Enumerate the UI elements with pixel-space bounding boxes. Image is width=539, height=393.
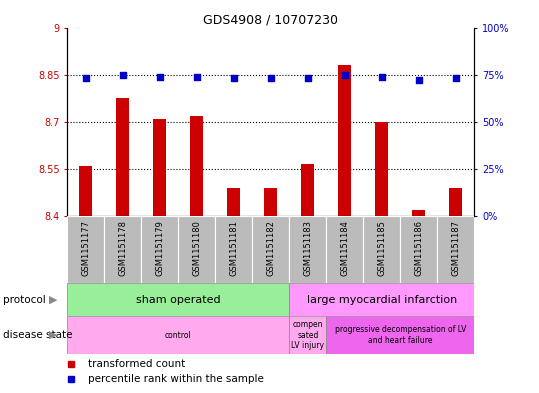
Bar: [67, 216, 105, 283]
Text: protocol: protocol: [3, 295, 45, 305]
Bar: [79, 166, 92, 216]
Bar: [301, 164, 314, 216]
Text: percentile rank within the sample: percentile rank within the sample: [88, 374, 264, 384]
Point: [452, 75, 460, 82]
Text: sham operated: sham operated: [136, 295, 220, 305]
Text: disease state: disease state: [3, 330, 72, 340]
Text: GSM1151177: GSM1151177: [81, 220, 91, 276]
Bar: [178, 216, 216, 283]
Title: GDS4908 / 10707230: GDS4908 / 10707230: [203, 13, 338, 26]
Text: GSM1151179: GSM1151179: [155, 220, 164, 276]
Text: GSM1151182: GSM1151182: [266, 220, 275, 276]
Point: [156, 73, 164, 80]
Bar: [326, 316, 474, 354]
Bar: [227, 188, 240, 216]
Bar: [289, 316, 326, 354]
Point: [377, 73, 386, 80]
Bar: [400, 216, 437, 283]
Text: GSM1151187: GSM1151187: [451, 220, 460, 276]
Bar: [289, 216, 326, 283]
Point: [303, 75, 312, 82]
Bar: [67, 316, 289, 354]
Point: [341, 72, 349, 78]
Text: GSM1151181: GSM1151181: [230, 220, 238, 276]
Bar: [190, 116, 203, 216]
Bar: [264, 188, 278, 216]
Point: [230, 75, 238, 82]
Bar: [412, 210, 425, 216]
Text: GSM1151185: GSM1151185: [377, 220, 386, 276]
Text: progressive decompensation of LV
and heart failure: progressive decompensation of LV and hea…: [335, 325, 466, 345]
Text: large myocardial infarction: large myocardial infarction: [307, 295, 457, 305]
Text: compen
sated
LV injury: compen sated LV injury: [292, 320, 324, 350]
Bar: [154, 119, 167, 216]
Bar: [252, 216, 289, 283]
Text: ▶: ▶: [49, 330, 57, 340]
Text: control: control: [165, 331, 192, 340]
Point: [266, 75, 275, 82]
Bar: [375, 122, 388, 216]
Text: GSM1151183: GSM1151183: [303, 220, 312, 276]
Text: ▶: ▶: [49, 295, 57, 305]
Point: [192, 73, 201, 80]
Text: transformed count: transformed count: [88, 358, 185, 369]
Bar: [289, 283, 474, 316]
Point: [414, 77, 423, 83]
Text: GSM1151184: GSM1151184: [340, 220, 349, 276]
Point: [81, 75, 90, 82]
Text: GSM1151186: GSM1151186: [414, 220, 423, 276]
Text: GSM1151178: GSM1151178: [119, 220, 127, 276]
Bar: [67, 283, 289, 316]
Bar: [437, 216, 474, 283]
Bar: [363, 216, 400, 283]
Text: GSM1151180: GSM1151180: [192, 220, 202, 276]
Bar: [326, 216, 363, 283]
Bar: [338, 65, 351, 216]
Bar: [141, 216, 178, 283]
Point: [119, 72, 127, 78]
Bar: [116, 98, 129, 216]
Bar: [216, 216, 252, 283]
Bar: [450, 188, 462, 216]
Bar: [105, 216, 141, 283]
